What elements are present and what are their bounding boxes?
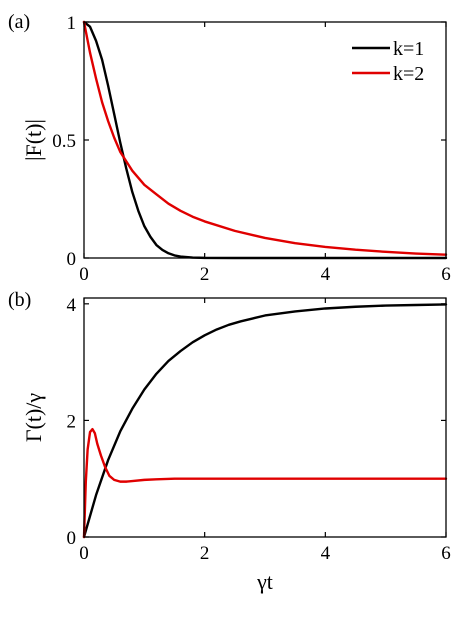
series-2-line: [82, 20, 448, 256]
x-tick-label: 0: [79, 543, 89, 564]
y-tick-label: 0: [67, 249, 77, 270]
y-axis-label: |F(t)|: [21, 119, 46, 161]
panel-a: 0 2 4 6 0 0.5 1 (a) |F(t)| k=1 k=2: [8, 11, 451, 285]
plot-frame: [83, 21, 447, 259]
series-1-line: [82, 303, 448, 539]
x-tick-label: 6: [441, 264, 451, 285]
x-tick-label: 0: [79, 264, 89, 285]
panel-label: (b): [8, 289, 31, 311]
x-tick-label: 2: [200, 543, 210, 564]
series-2-line: [82, 427, 448, 539]
panel-label: (a): [8, 11, 30, 33]
y-tick-label: 2: [67, 411, 77, 432]
legend-label-1: k=1: [393, 38, 424, 60]
y-axis-label: Γ(t)/γ: [21, 393, 46, 443]
x-tick-label: 4: [321, 543, 331, 564]
y-tick-label: 1: [67, 13, 77, 34]
y-tick-label: 0: [67, 528, 77, 549]
legend-label-2: k=2: [393, 63, 424, 85]
plot-frame: [83, 297, 447, 538]
y-tick-label: 4: [67, 295, 77, 316]
x-tick-label: 2: [200, 264, 210, 285]
y-tick-label: 0.5: [52, 131, 76, 152]
series-1-line: [82, 20, 448, 260]
x-tick-label: 4: [321, 264, 331, 285]
panel-b: 0 2 4 6 0 2 4 (b) Γ(t)/γ γt: [8, 289, 451, 594]
x-tick-label: 6: [441, 543, 451, 564]
x-axis-label: γt: [256, 569, 273, 594]
